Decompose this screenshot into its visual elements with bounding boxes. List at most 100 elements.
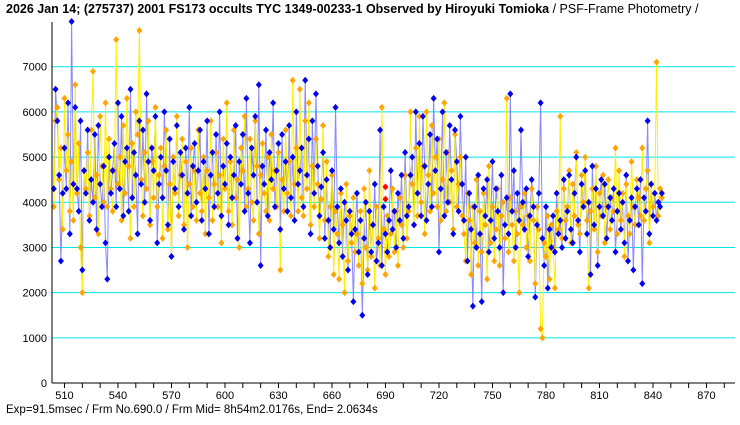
orange-data-point xyxy=(198,207,205,215)
blue-data-point xyxy=(295,180,302,188)
orange-data-point xyxy=(594,248,601,256)
y-tick-label-7000: 7000 xyxy=(23,62,47,74)
blue-data-point xyxy=(466,189,473,197)
orange-data-point xyxy=(120,121,127,129)
orange-data-point xyxy=(402,171,409,179)
blue-data-point xyxy=(494,207,501,215)
blue-data-point xyxy=(387,167,394,175)
blue-data-point xyxy=(131,149,138,157)
blue-data-point xyxy=(266,149,273,157)
orange-data-point xyxy=(507,194,514,202)
blue-data-point xyxy=(145,158,152,166)
blue-data-point xyxy=(188,212,195,220)
orange-data-point xyxy=(232,194,239,202)
orange-data-point xyxy=(305,99,312,107)
blue-data-point xyxy=(309,117,316,125)
blue-data-point xyxy=(214,189,221,197)
blue-data-point xyxy=(544,284,551,292)
blue-data-point xyxy=(213,130,220,138)
orange-data-point xyxy=(607,225,614,233)
orange-data-point xyxy=(172,189,179,197)
orange-data-point xyxy=(359,280,366,288)
orange-data-point xyxy=(330,271,337,279)
blue-data-point xyxy=(459,180,466,188)
blue-data-point xyxy=(327,243,334,251)
orange-data-point xyxy=(139,212,146,220)
blue-data-point xyxy=(553,189,560,197)
blue-data-point xyxy=(211,203,218,211)
blue-data-point xyxy=(368,248,375,256)
orange-data-point xyxy=(646,239,653,247)
blue-data-point xyxy=(79,266,86,274)
orange-data-point xyxy=(337,189,344,197)
blue-data-point xyxy=(66,230,73,238)
orange-data-point xyxy=(573,149,580,157)
blue-data-point xyxy=(482,212,489,220)
orange-data-point xyxy=(107,185,114,193)
orange-data-point xyxy=(341,289,348,297)
orange-data-point xyxy=(213,149,220,157)
blue-data-point xyxy=(649,212,656,220)
x-tick-label-540: 540 xyxy=(109,390,127,402)
orange-data-point xyxy=(186,180,193,188)
blue-data-point xyxy=(541,262,548,270)
orange-data-point xyxy=(509,221,516,229)
blue-data-point xyxy=(204,117,211,125)
blue-data-point xyxy=(173,121,180,129)
blue-data-point xyxy=(405,203,412,211)
orange-data-point xyxy=(229,221,236,229)
orange-data-point xyxy=(345,257,352,265)
blue-data-point xyxy=(129,194,136,202)
blue-data-point xyxy=(507,90,514,98)
blue-data-point xyxy=(216,108,223,116)
orange-data-point xyxy=(250,216,257,224)
blue-data-point xyxy=(334,203,341,211)
orange-data-point xyxy=(530,216,537,224)
orange-data-point xyxy=(109,207,116,215)
blue-data-point xyxy=(594,262,601,270)
orange-data-point xyxy=(596,189,603,197)
blue-data-point xyxy=(302,76,309,84)
orange-data-point xyxy=(534,203,541,211)
blue-data-point xyxy=(116,185,123,193)
orange-data-point xyxy=(637,212,644,220)
y-tick-label-5000: 5000 xyxy=(23,152,47,164)
blue-data-point xyxy=(54,117,61,125)
orange-data-point xyxy=(432,153,439,161)
orange-data-point xyxy=(362,243,369,251)
marked-frame-point xyxy=(382,195,389,203)
blue-data-point xyxy=(430,94,437,102)
blue-data-point xyxy=(287,194,294,202)
orange-data-point xyxy=(400,243,407,251)
orange-data-point xyxy=(348,239,355,247)
blue-data-point xyxy=(480,185,487,193)
blue-data-point xyxy=(575,216,582,224)
x-tick-label-570: 570 xyxy=(162,390,180,402)
blue-data-point xyxy=(164,221,171,229)
blue-data-point xyxy=(550,212,557,220)
orange-data-point xyxy=(575,221,582,229)
orange-data-point xyxy=(626,230,633,238)
orange-data-point xyxy=(304,185,311,193)
orange-data-point xyxy=(532,280,539,288)
orange-data-point xyxy=(257,171,264,179)
blue-data-point xyxy=(389,225,396,233)
orange-data-point xyxy=(211,180,218,188)
blue-data-point xyxy=(625,257,632,265)
blue-data-point xyxy=(530,203,537,211)
blue-data-point xyxy=(448,176,455,184)
blue-data-point xyxy=(411,221,418,229)
orange-data-point xyxy=(441,99,448,107)
blue-data-point xyxy=(111,140,118,148)
orange-data-point xyxy=(122,189,129,197)
x-tick-label-750: 750 xyxy=(483,390,501,402)
blue-data-point xyxy=(434,135,441,143)
orange-data-point xyxy=(566,167,573,175)
orange-data-point xyxy=(77,243,84,251)
orange-data-point xyxy=(528,185,535,193)
orange-data-point xyxy=(113,36,120,44)
x-tick-label-600: 600 xyxy=(216,390,234,402)
orange-data-point xyxy=(214,203,221,211)
blue-data-point xyxy=(423,216,430,224)
blue-data-point xyxy=(95,121,102,129)
